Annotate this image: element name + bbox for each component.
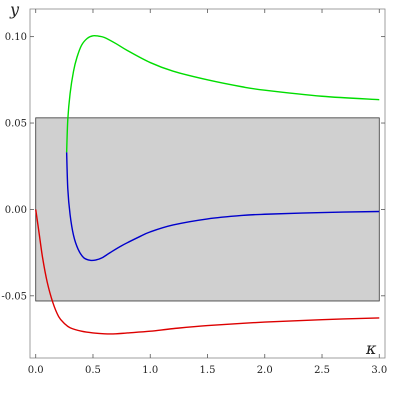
y-tick-label: 0.05 [5,119,27,130]
y-tick-label: -0.05 [1,291,27,302]
x-tick-label: 1.5 [200,365,216,376]
x-tick-label: 0.5 [85,365,101,376]
x-tick-label: 2.5 [314,365,330,376]
y-tick-label: 0.00 [5,205,27,216]
x-axis-label: κ [365,339,377,358]
series-layer [35,34,380,335]
x-tick-label: 0.0 [28,365,44,376]
x-tick-label: 2.0 [257,365,273,376]
shaded-band [35,117,380,302]
x-axis-ticks: 0.0 0.5 1.0 1.5 2.0 2.5 3.0 [28,9,387,376]
y-axis-label: y [9,0,20,19]
series-line-2 [35,209,380,335]
x-tick-label: 3.0 [371,365,387,376]
series-line-1 [65,152,380,262]
y-tick-label: 0.10 [5,32,27,43]
y-axis-ticks: -0.05 0.00 0.05 0.10 [1,32,385,302]
series-line-0 [65,34,380,153]
x-tick-label: 1.0 [142,365,158,376]
